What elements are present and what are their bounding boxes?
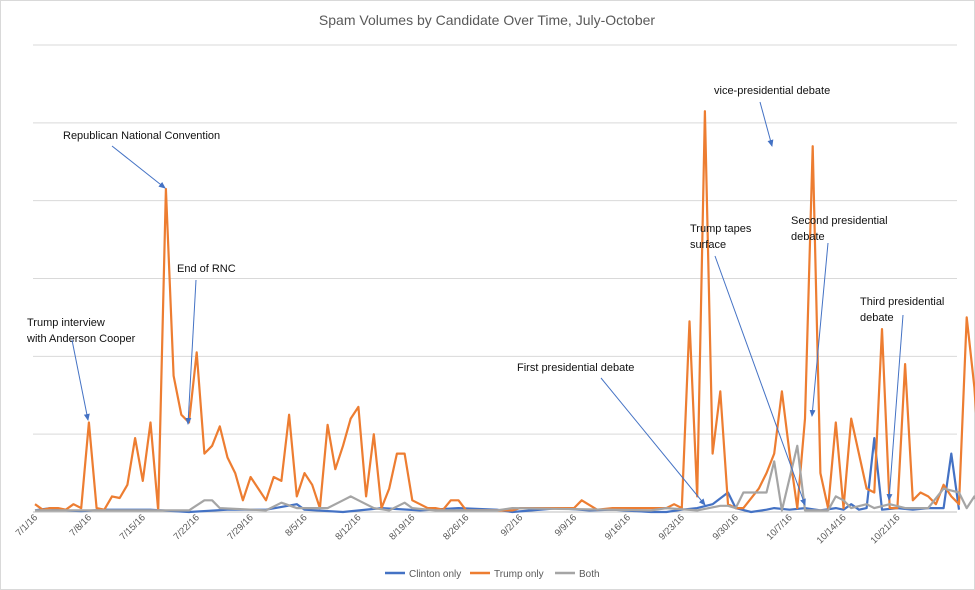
x-tick-label: 10/21/16 (869, 512, 903, 546)
gridlines (33, 44, 957, 513)
annotation: Republican National Convention (63, 130, 220, 189)
legend-item: Trump only (470, 569, 544, 580)
legend-item: Both (555, 569, 600, 580)
x-tick-label: 9/16/16 (603, 512, 633, 542)
x-tick-label: 9/23/16 (657, 512, 687, 542)
x-tick-label: 8/19/16 (387, 512, 417, 542)
annotation-text: End of RNC (177, 263, 236, 275)
annotation-arrow (185, 279, 197, 425)
annotation-text: Republican National Convention (63, 130, 220, 142)
annotation-text: debate (860, 312, 894, 324)
annotation-arrow (886, 314, 904, 501)
legend: Clinton only Trump only Both (385, 569, 600, 580)
x-tick-label: 7/15/16 (118, 512, 148, 542)
annotation-arrow (809, 242, 829, 417)
x-tick-label: 7/22/16 (172, 512, 202, 542)
x-tick-label: 9/30/16 (711, 512, 741, 542)
x-tick-label: 8/26/16 (441, 512, 471, 542)
annotation-text: with Anderson Cooper (26, 333, 136, 345)
x-tick-label: 7/8/16 (68, 512, 94, 538)
annotation-text: Third presidential (860, 296, 944, 308)
x-axis: 7/1/16 7/8/16 7/15/16 7/22/16 7/29/16 8/5/16 8… (14, 512, 903, 546)
x-tick-label: 10/14/16 (815, 512, 849, 546)
annotation-arrow (714, 255, 806, 506)
x-tick-label: 8/5/16 (283, 512, 309, 538)
chart-title: Spam Volumes by Candidate Over Time, Jul… (319, 12, 655, 28)
annotation-text: debate (791, 231, 825, 243)
x-tick-label: 8/12/16 (333, 512, 363, 542)
series-lines (34, 110, 975, 514)
x-tick-label: 9/2/16 (499, 512, 525, 538)
x-tick-label: 10/7/16 (765, 512, 795, 542)
x-tick-label: 7/29/16 (226, 512, 256, 542)
annotation: End of RNC (177, 263, 236, 425)
annotation: Trump tapes surface (690, 223, 806, 506)
x-tick-label: 7/1/16 (14, 512, 40, 538)
series-line-3 (35, 444, 975, 512)
legend-label: Clinton only (409, 569, 461, 580)
annotation-text: Trump tapes (690, 223, 752, 235)
annotation-arrow (111, 145, 166, 189)
annotation: Second presidential debate (791, 215, 888, 417)
annotation-arrow (600, 377, 706, 506)
annotation-text: First presidential debate (517, 362, 634, 374)
annotation-text: surface (690, 239, 726, 251)
annotation: First presidential debate (517, 362, 706, 506)
legend-label: Both (579, 569, 600, 580)
series-line-2 (34, 110, 975, 512)
x-tick-label: 9/9/16 (553, 512, 579, 538)
annotation-text: vice-presidential debate (714, 85, 830, 97)
annotation-text: Trump interview (27, 317, 105, 329)
annotation: Third presidential debate (860, 296, 944, 501)
legend-item: Clinton only (385, 569, 461, 580)
annotation-arrow (759, 101, 774, 147)
annotation-text: Second presidential (791, 215, 888, 227)
annotation: vice-presidential debate (714, 85, 830, 147)
annotation-arrow (71, 339, 90, 421)
legend-label: Trump only (494, 569, 544, 580)
annotations: Trump interview with Anderson Cooper Repub… (26, 85, 944, 506)
annotation: Trump interview with Anderson Cooper (26, 317, 136, 421)
